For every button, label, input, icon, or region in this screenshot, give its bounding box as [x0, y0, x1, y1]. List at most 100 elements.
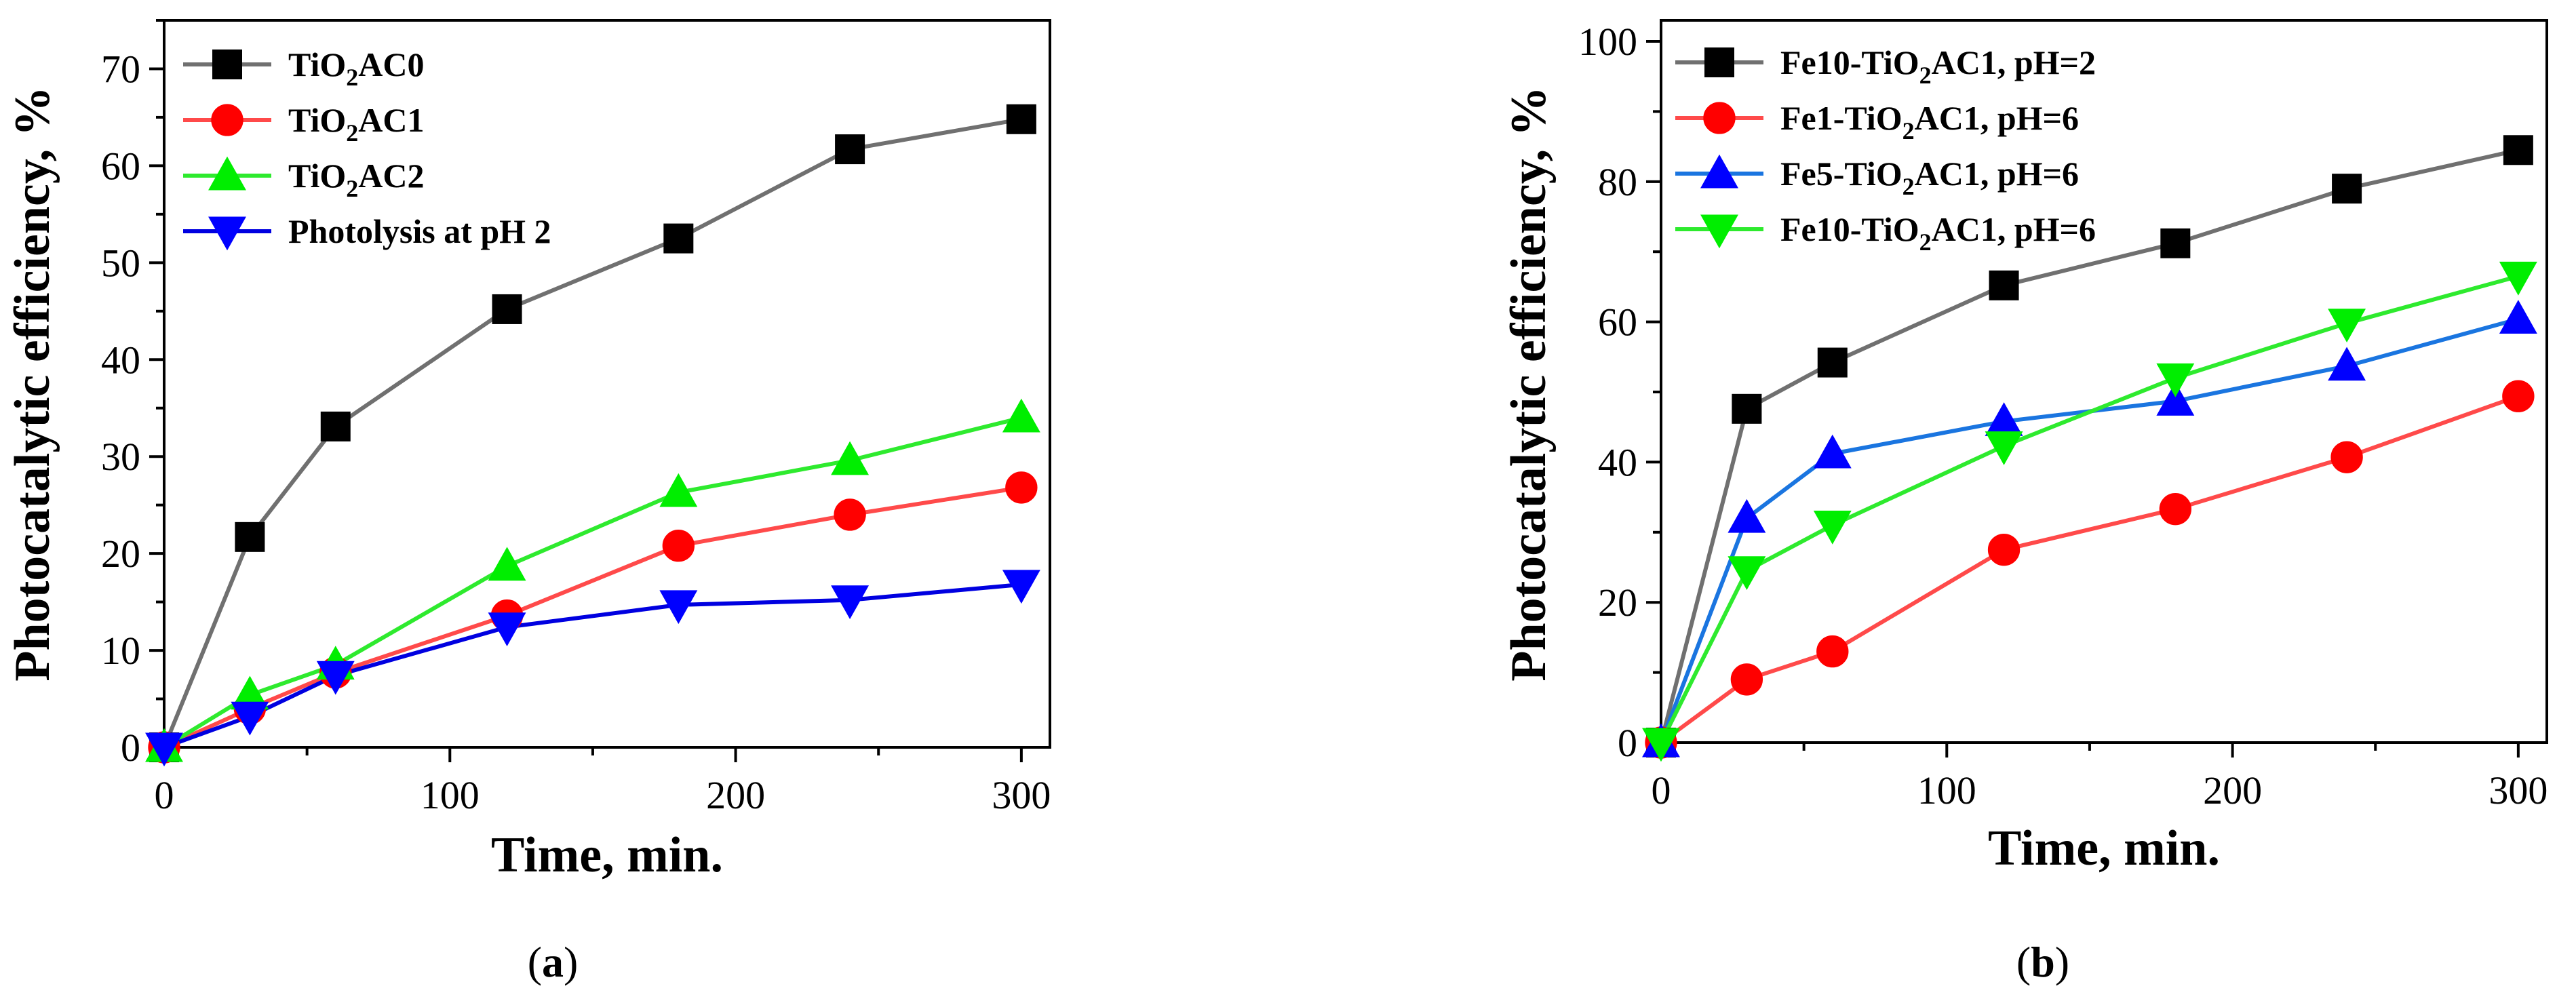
y-axis-label: Photocatalytic efficiency, %	[5, 86, 60, 681]
series-4-point	[1985, 431, 2023, 465]
y-tick-label: 20	[101, 532, 140, 576]
series-2-point	[2330, 441, 2363, 473]
legend-name-rest: AC1, pH=6	[1932, 210, 2096, 248]
series-3-point	[2156, 382, 2195, 416]
legend-entry-2: Fe1-TiO2AC1, pH=6	[1780, 99, 2079, 144]
y-tick-label: 40	[101, 338, 140, 382]
series-line-2	[1660, 394, 2519, 745]
series-4-point	[1642, 728, 1680, 762]
series-1-point	[1989, 270, 2019, 300]
y-tick-label: 40	[1598, 440, 1637, 484]
legend-name: Photolysis at pH 2	[288, 212, 551, 250]
series-3-point	[659, 473, 698, 507]
legend-subscript: 2	[1919, 229, 1932, 256]
legend-entry-4: Fe10-TiO2AC1, pH=6	[1780, 210, 2096, 256]
series-3-point	[1813, 434, 1852, 469]
legend-entry-1: TiO2AC0	[288, 45, 424, 91]
series-3-point	[1728, 498, 1766, 533]
series-4-point	[2156, 363, 2195, 397]
legend-subscript: 2	[1919, 62, 1932, 89]
series-1-point	[492, 294, 522, 324]
y-tick-label: 10	[101, 629, 140, 673]
x-tick-label: 100	[421, 773, 480, 817]
x-tick-label: 100	[1917, 768, 1976, 812]
legend-subscript: 2	[346, 64, 358, 91]
y-tick-label: 80	[1598, 160, 1637, 204]
series-line-4	[163, 582, 1022, 749]
legend-name: TiO	[288, 101, 346, 139]
x-tick-label: 0	[1652, 768, 1671, 812]
legend-subscript: 2	[346, 119, 358, 146]
series-4-point	[145, 732, 183, 767]
caption-b: (b)	[2016, 938, 2069, 986]
legend-subscript: 2	[346, 175, 358, 202]
series-4-point	[2499, 261, 2537, 296]
series-2-point	[1730, 663, 1763, 696]
series-1-point	[320, 411, 351, 441]
x-tick-label: 300	[2489, 768, 2548, 812]
y-tick-label: 100	[1578, 20, 1637, 64]
y-tick-label: 50	[101, 241, 140, 285]
legend-subscript: 2	[1902, 173, 1915, 200]
series-1-point	[663, 223, 694, 254]
x-tick-label: 300	[992, 773, 1051, 817]
series-1-point	[1006, 104, 1036, 134]
series-4-point	[231, 701, 269, 736]
legend-entry-4: Photolysis at pH 2	[288, 212, 551, 250]
legend-entry-3: TiO2AC2	[288, 157, 424, 202]
legend-name: Fe5-TiO	[1780, 155, 1902, 193]
series-4-point	[831, 585, 870, 620]
series-2-point	[834, 498, 866, 531]
series-4-point	[488, 612, 526, 647]
series-2-point	[1987, 533, 2021, 566]
x-tick-label: 200	[706, 773, 765, 817]
y-tick-label: 0	[121, 726, 140, 770]
legend-marker-4	[208, 216, 246, 251]
series-4-point	[2328, 309, 2366, 342]
series-1-point	[1817, 347, 1848, 378]
legend-name: Fe1-TiO	[1780, 99, 1902, 137]
y-tick-label: 70	[101, 47, 140, 91]
legend-entry-2: TiO2AC1	[288, 101, 424, 146]
series-2-point	[662, 530, 695, 562]
legend-marker-2	[211, 104, 243, 136]
y-tick-label: 60	[1598, 300, 1637, 345]
series-1-point	[835, 134, 865, 165]
legend-marker-3	[1700, 154, 1738, 189]
legend-name-rest: AC0	[358, 45, 424, 83]
plot-frame	[1660, 19, 2548, 744]
x-tick-label: 200	[2203, 768, 2262, 812]
series-3-point	[1002, 398, 1040, 433]
legend-entry-3: Fe5-TiO2AC1, pH=6	[1780, 155, 2079, 200]
series-2-point	[1816, 635, 1849, 668]
series-line-4	[1659, 274, 2519, 744]
y-tick-label: 20	[1598, 581, 1637, 625]
series-1-point	[2503, 135, 2533, 165]
series-4-point	[1728, 556, 1766, 590]
panel-b-chart: 0 100 200 300 0 20 40 60 80 100 Time, min. Photocat…	[1501, 19, 2548, 876]
legend-name-rest: AC1, pH=2	[1932, 43, 2096, 81]
series-4-point	[1813, 510, 1852, 545]
series-2-point	[2502, 380, 2535, 412]
series-4-point	[316, 661, 355, 695]
legend-marker-3	[208, 156, 246, 191]
y-tick-label: 60	[101, 144, 140, 188]
series-3-point	[831, 441, 870, 475]
legend-name: Fe10-TiO	[1780, 210, 1919, 248]
x-tick-label: 0	[155, 773, 174, 817]
series-1-point	[2332, 174, 2362, 204]
panel-a-chart: 0 100 200 300 0 10 20 30 40 50 60 70 Time, min. Photo…	[5, 19, 1051, 883]
y-tick-label: 0	[1618, 721, 1637, 765]
legend-name-rest: AC2	[358, 157, 424, 195]
legend-marker-1	[212, 50, 242, 79]
y-tick-label: 30	[101, 435, 140, 479]
x-axis-label: Time, min.	[491, 827, 723, 883]
legend-name-rest: AC1, pH=6	[1915, 99, 2079, 137]
legend-name: Fe10-TiO	[1780, 43, 1919, 81]
legend-marker-2	[1703, 102, 1736, 134]
series-3-point	[2499, 300, 2537, 334]
caption-a: (a)	[528, 938, 579, 986]
legend-name-rest: AC1	[358, 101, 424, 139]
series-4-point	[1002, 570, 1040, 604]
